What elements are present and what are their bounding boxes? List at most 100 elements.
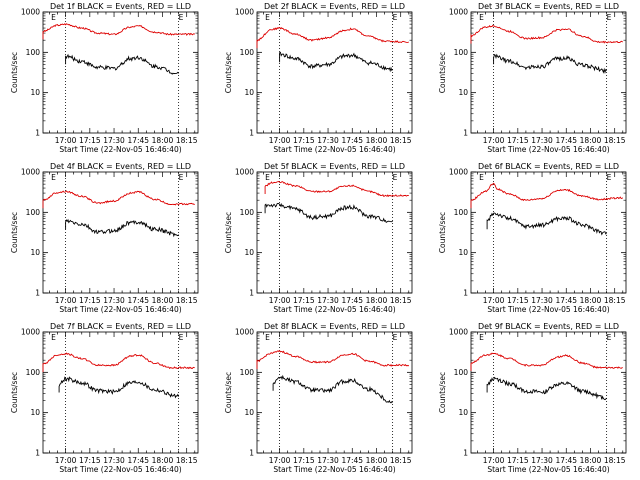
lld-series-line bbox=[256, 27, 409, 49]
event-marker-flag: E bbox=[179, 173, 184, 182]
x-tick-label: 17:30 bbox=[103, 456, 125, 465]
x-tick-label: 18:00 bbox=[580, 296, 602, 305]
y-tick-label: 10 bbox=[244, 408, 254, 417]
plot-frame bbox=[42, 331, 199, 454]
lld-series-line bbox=[470, 24, 624, 44]
x-tick-label: 17:00 bbox=[55, 456, 77, 465]
event-marker-flag: E bbox=[479, 333, 484, 342]
y-tick-label: 1 bbox=[249, 449, 254, 458]
x-tick-label: 17:00 bbox=[483, 136, 505, 145]
x-tick-label: 17:15 bbox=[79, 296, 101, 305]
x-tick-label: 17:30 bbox=[531, 296, 553, 305]
event-marker-flag: E bbox=[179, 333, 184, 342]
y-axis-label: Counts/sec bbox=[224, 212, 233, 253]
x-axis-label: Start Time (22-Nov-05 16:46:40) bbox=[487, 465, 609, 474]
chart-title: Det 9f BLACK = Events, RED = LLD bbox=[478, 322, 619, 331]
chart-title: Det 2f BLACK = Events, RED = LLD bbox=[264, 2, 405, 11]
x-tick-label: 17:00 bbox=[55, 296, 77, 305]
x-tick-label: 17:45 bbox=[555, 296, 577, 305]
x-tick-label: 17:15 bbox=[507, 456, 529, 465]
x-axis-label: Start Time (22-Nov-05 16:46:40) bbox=[487, 145, 609, 154]
x-axis-label: Start Time (22-Nov-05 16:46:40) bbox=[59, 305, 181, 314]
x-tick-label: 17:30 bbox=[103, 296, 125, 305]
plot-frame bbox=[256, 331, 413, 454]
plot-frame bbox=[256, 11, 413, 134]
x-tick-label: 17:15 bbox=[79, 136, 101, 145]
x-tick-label: 17:45 bbox=[127, 136, 149, 145]
y-axis-label: Counts/sec bbox=[10, 212, 19, 253]
lld-series-line bbox=[470, 352, 623, 371]
event-marker-flag: E bbox=[179, 13, 184, 22]
x-tick-label: 18:00 bbox=[366, 136, 388, 145]
y-tick-label: 100 bbox=[26, 48, 41, 57]
event-marker-flag: E bbox=[51, 173, 56, 182]
events-series-line bbox=[486, 212, 607, 236]
x-tick-label: 17:45 bbox=[555, 456, 577, 465]
chart-title: Det 6f BLACK = Events, RED = LLD bbox=[478, 162, 619, 171]
x-tick-label: 18:15 bbox=[176, 296, 198, 305]
lld-series-line bbox=[42, 190, 196, 209]
x-tick-label: 17:30 bbox=[317, 456, 339, 465]
y-tick-label: 1 bbox=[463, 449, 468, 458]
chart-title: Det 3f BLACK = Events, RED = LLD bbox=[478, 2, 619, 11]
y-tick-label: 1000 bbox=[235, 168, 254, 177]
x-axis-label: Start Time (22-Nov-05 16:46:40) bbox=[487, 305, 609, 314]
plot-frame bbox=[42, 11, 199, 134]
events-series-line bbox=[486, 376, 607, 401]
y-axis-label: Counts/sec bbox=[438, 212, 447, 253]
event-marker-flag: E bbox=[479, 13, 484, 22]
y-tick-label: 10 bbox=[30, 408, 40, 417]
chart-panel-1: Det 1f BLACK = Events, RED = LLD 1 10 100 10… bbox=[10, 2, 199, 154]
x-tick-label: 17:30 bbox=[103, 136, 125, 145]
x-tick-label: 18:15 bbox=[604, 296, 626, 305]
event-marker-flag: E bbox=[393, 333, 398, 342]
y-tick-label: 100 bbox=[240, 368, 255, 377]
y-tick-label: 100 bbox=[240, 48, 255, 57]
event-marker-flag: E bbox=[393, 13, 398, 22]
event-marker-flag: E bbox=[51, 333, 56, 342]
x-tick-label: 18:15 bbox=[176, 136, 198, 145]
y-tick-label: 10 bbox=[458, 248, 468, 257]
y-tick-label: 1 bbox=[249, 129, 254, 138]
x-tick-label: 18:15 bbox=[176, 456, 198, 465]
event-marker-flag: E bbox=[607, 173, 612, 182]
events-series-line bbox=[65, 218, 179, 238]
y-tick-label: 1000 bbox=[21, 8, 40, 17]
x-tick-label: 17:15 bbox=[79, 456, 101, 465]
chart-title: Det 7f BLACK = Events, RED = LLD bbox=[50, 322, 191, 331]
chart-panel-6: Det 6f BLACK = Events, RED = LLD 1 10 100 10… bbox=[438, 162, 627, 314]
event-marker-flag: E bbox=[265, 13, 270, 22]
events-series-line bbox=[279, 51, 393, 73]
chart-panel-4: Det 4f BLACK = Events, RED = LLD 1 10 100 10… bbox=[10, 162, 199, 314]
y-tick-label: 10 bbox=[244, 88, 254, 97]
x-tick-label: 17:45 bbox=[341, 136, 363, 145]
x-tick-label: 18:15 bbox=[390, 296, 412, 305]
y-tick-label: 1000 bbox=[235, 328, 254, 337]
chart-panel-3: Det 3f BLACK = Events, RED = LLD 1 10 100 10… bbox=[438, 2, 627, 154]
x-tick-label: 17:30 bbox=[317, 136, 339, 145]
x-tick-label: 17:30 bbox=[531, 136, 553, 145]
x-tick-label: 17:15 bbox=[507, 296, 529, 305]
x-tick-label: 18:00 bbox=[152, 456, 174, 465]
plot-frame bbox=[256, 171, 413, 294]
x-tick-label: 17:00 bbox=[269, 456, 291, 465]
event-marker-flag: E bbox=[265, 333, 270, 342]
x-tick-label: 17:00 bbox=[55, 136, 77, 145]
events-series-line bbox=[493, 53, 607, 75]
plot-frame bbox=[470, 171, 627, 294]
event-marker-flag: E bbox=[51, 13, 56, 22]
y-tick-label: 10 bbox=[30, 248, 40, 257]
y-tick-label: 10 bbox=[458, 408, 468, 417]
x-axis-label: Start Time (22-Nov-05 16:46:40) bbox=[59, 465, 181, 474]
y-tick-label: 10 bbox=[244, 248, 254, 257]
chart-title: Det 1f BLACK = Events, RED = LLD bbox=[50, 2, 191, 11]
x-tick-label: 17:15 bbox=[293, 456, 315, 465]
y-tick-label: 1 bbox=[35, 289, 40, 298]
events-series-line bbox=[65, 53, 179, 75]
chart-panel-2: Det 2f BLACK = Events, RED = LLD 1 10 100 10… bbox=[224, 2, 413, 154]
x-tick-label: 18:00 bbox=[152, 136, 174, 145]
x-tick-label: 18:15 bbox=[390, 136, 412, 145]
x-tick-label: 17:15 bbox=[507, 136, 529, 145]
y-tick-label: 1000 bbox=[235, 8, 254, 17]
y-tick-label: 100 bbox=[26, 368, 41, 377]
